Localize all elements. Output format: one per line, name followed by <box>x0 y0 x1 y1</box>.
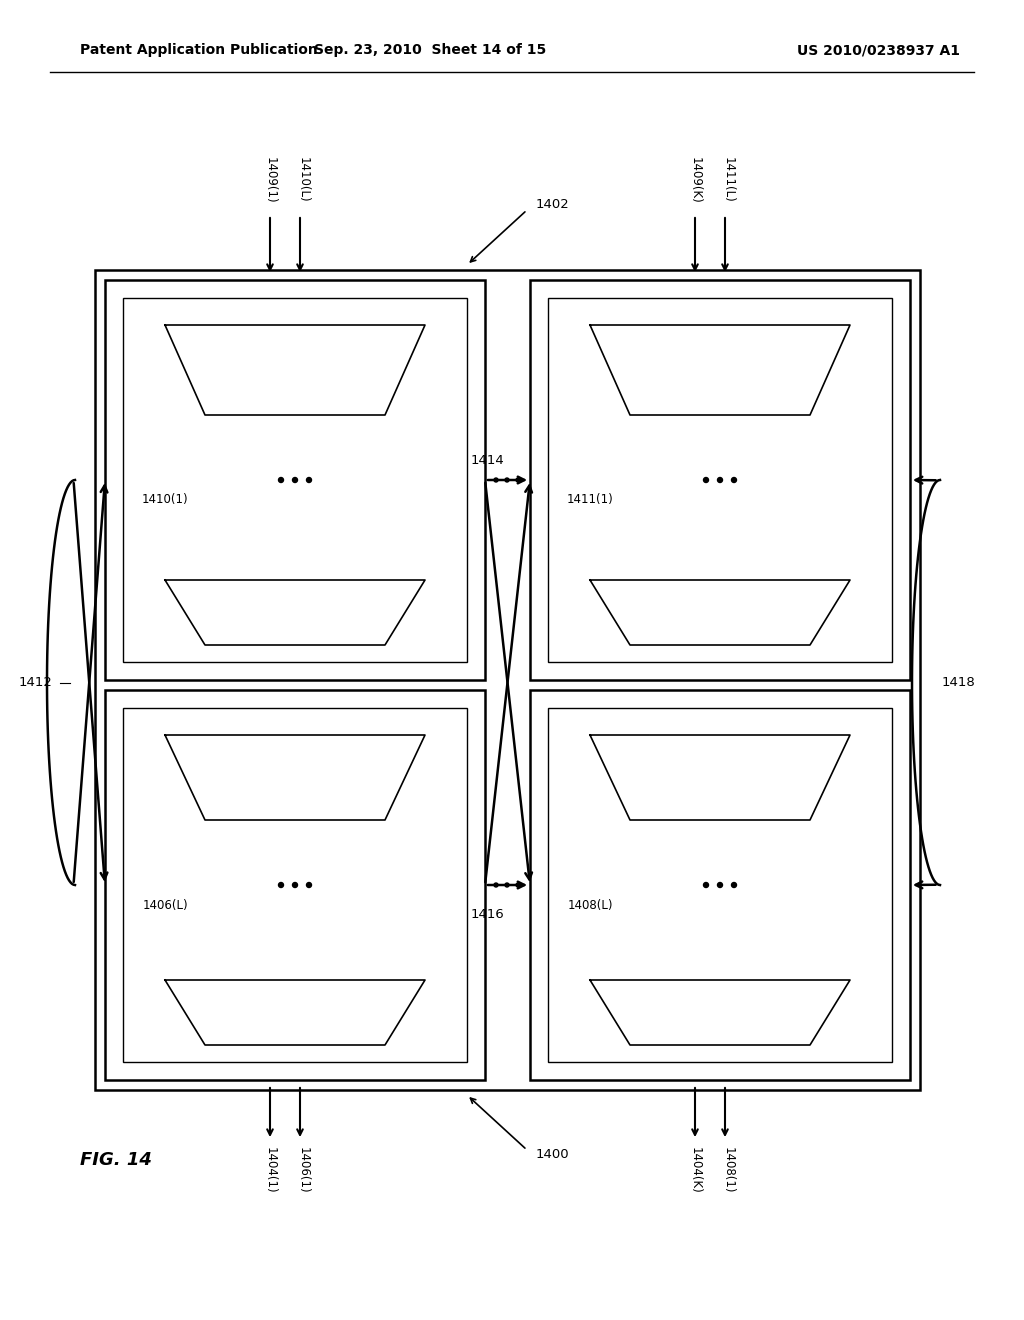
Text: Sep. 23, 2010  Sheet 14 of 15: Sep. 23, 2010 Sheet 14 of 15 <box>314 44 546 57</box>
Bar <box>95 271 920 1090</box>
Circle shape <box>279 883 284 887</box>
Bar <box>530 690 910 1080</box>
Text: 1406(1): 1406(1) <box>297 1147 309 1193</box>
Text: FIG. 14: FIG. 14 <box>80 1151 152 1170</box>
Text: 1414: 1414 <box>470 454 504 466</box>
Text: 1400: 1400 <box>536 1148 568 1162</box>
Text: 1408(L): 1408(L) <box>567 899 612 912</box>
Circle shape <box>505 478 509 482</box>
Text: 1409(1): 1409(1) <box>263 157 276 203</box>
Circle shape <box>293 478 298 483</box>
Text: 1410(L): 1410(L) <box>297 157 309 203</box>
Text: 1404(1): 1404(1) <box>263 1147 276 1193</box>
Circle shape <box>718 478 723 483</box>
Circle shape <box>306 478 311 483</box>
Text: 1406(L): 1406(L) <box>142 899 187 912</box>
Bar <box>105 280 485 680</box>
Circle shape <box>494 883 498 887</box>
Bar <box>548 298 892 663</box>
Text: 1404(K): 1404(K) <box>688 1147 701 1193</box>
Text: 1411(1): 1411(1) <box>566 494 613 507</box>
Circle shape <box>516 883 520 887</box>
Bar <box>105 690 485 1080</box>
Text: 1410(1): 1410(1) <box>141 494 188 507</box>
Circle shape <box>494 478 498 482</box>
Text: US 2010/0238937 A1: US 2010/0238937 A1 <box>797 44 961 57</box>
Circle shape <box>731 883 736 887</box>
Bar <box>123 708 467 1063</box>
Bar <box>530 280 910 680</box>
Circle shape <box>516 478 520 482</box>
Circle shape <box>731 478 736 483</box>
Circle shape <box>505 883 509 887</box>
Text: 1408(1): 1408(1) <box>722 1147 734 1193</box>
Circle shape <box>279 478 284 483</box>
Circle shape <box>718 883 723 887</box>
Bar <box>123 298 467 663</box>
Text: 1411(L): 1411(L) <box>722 157 734 203</box>
Text: 1402: 1402 <box>536 198 569 211</box>
Text: 1418: 1418 <box>941 676 975 689</box>
Circle shape <box>703 478 709 483</box>
Text: 1412: 1412 <box>18 676 52 689</box>
Text: 1409(K): 1409(K) <box>688 157 701 203</box>
Text: Patent Application Publication: Patent Application Publication <box>80 44 317 57</box>
Circle shape <box>306 883 311 887</box>
Text: 1416: 1416 <box>470 908 504 921</box>
Circle shape <box>703 883 709 887</box>
Bar <box>548 708 892 1063</box>
Circle shape <box>293 883 298 887</box>
